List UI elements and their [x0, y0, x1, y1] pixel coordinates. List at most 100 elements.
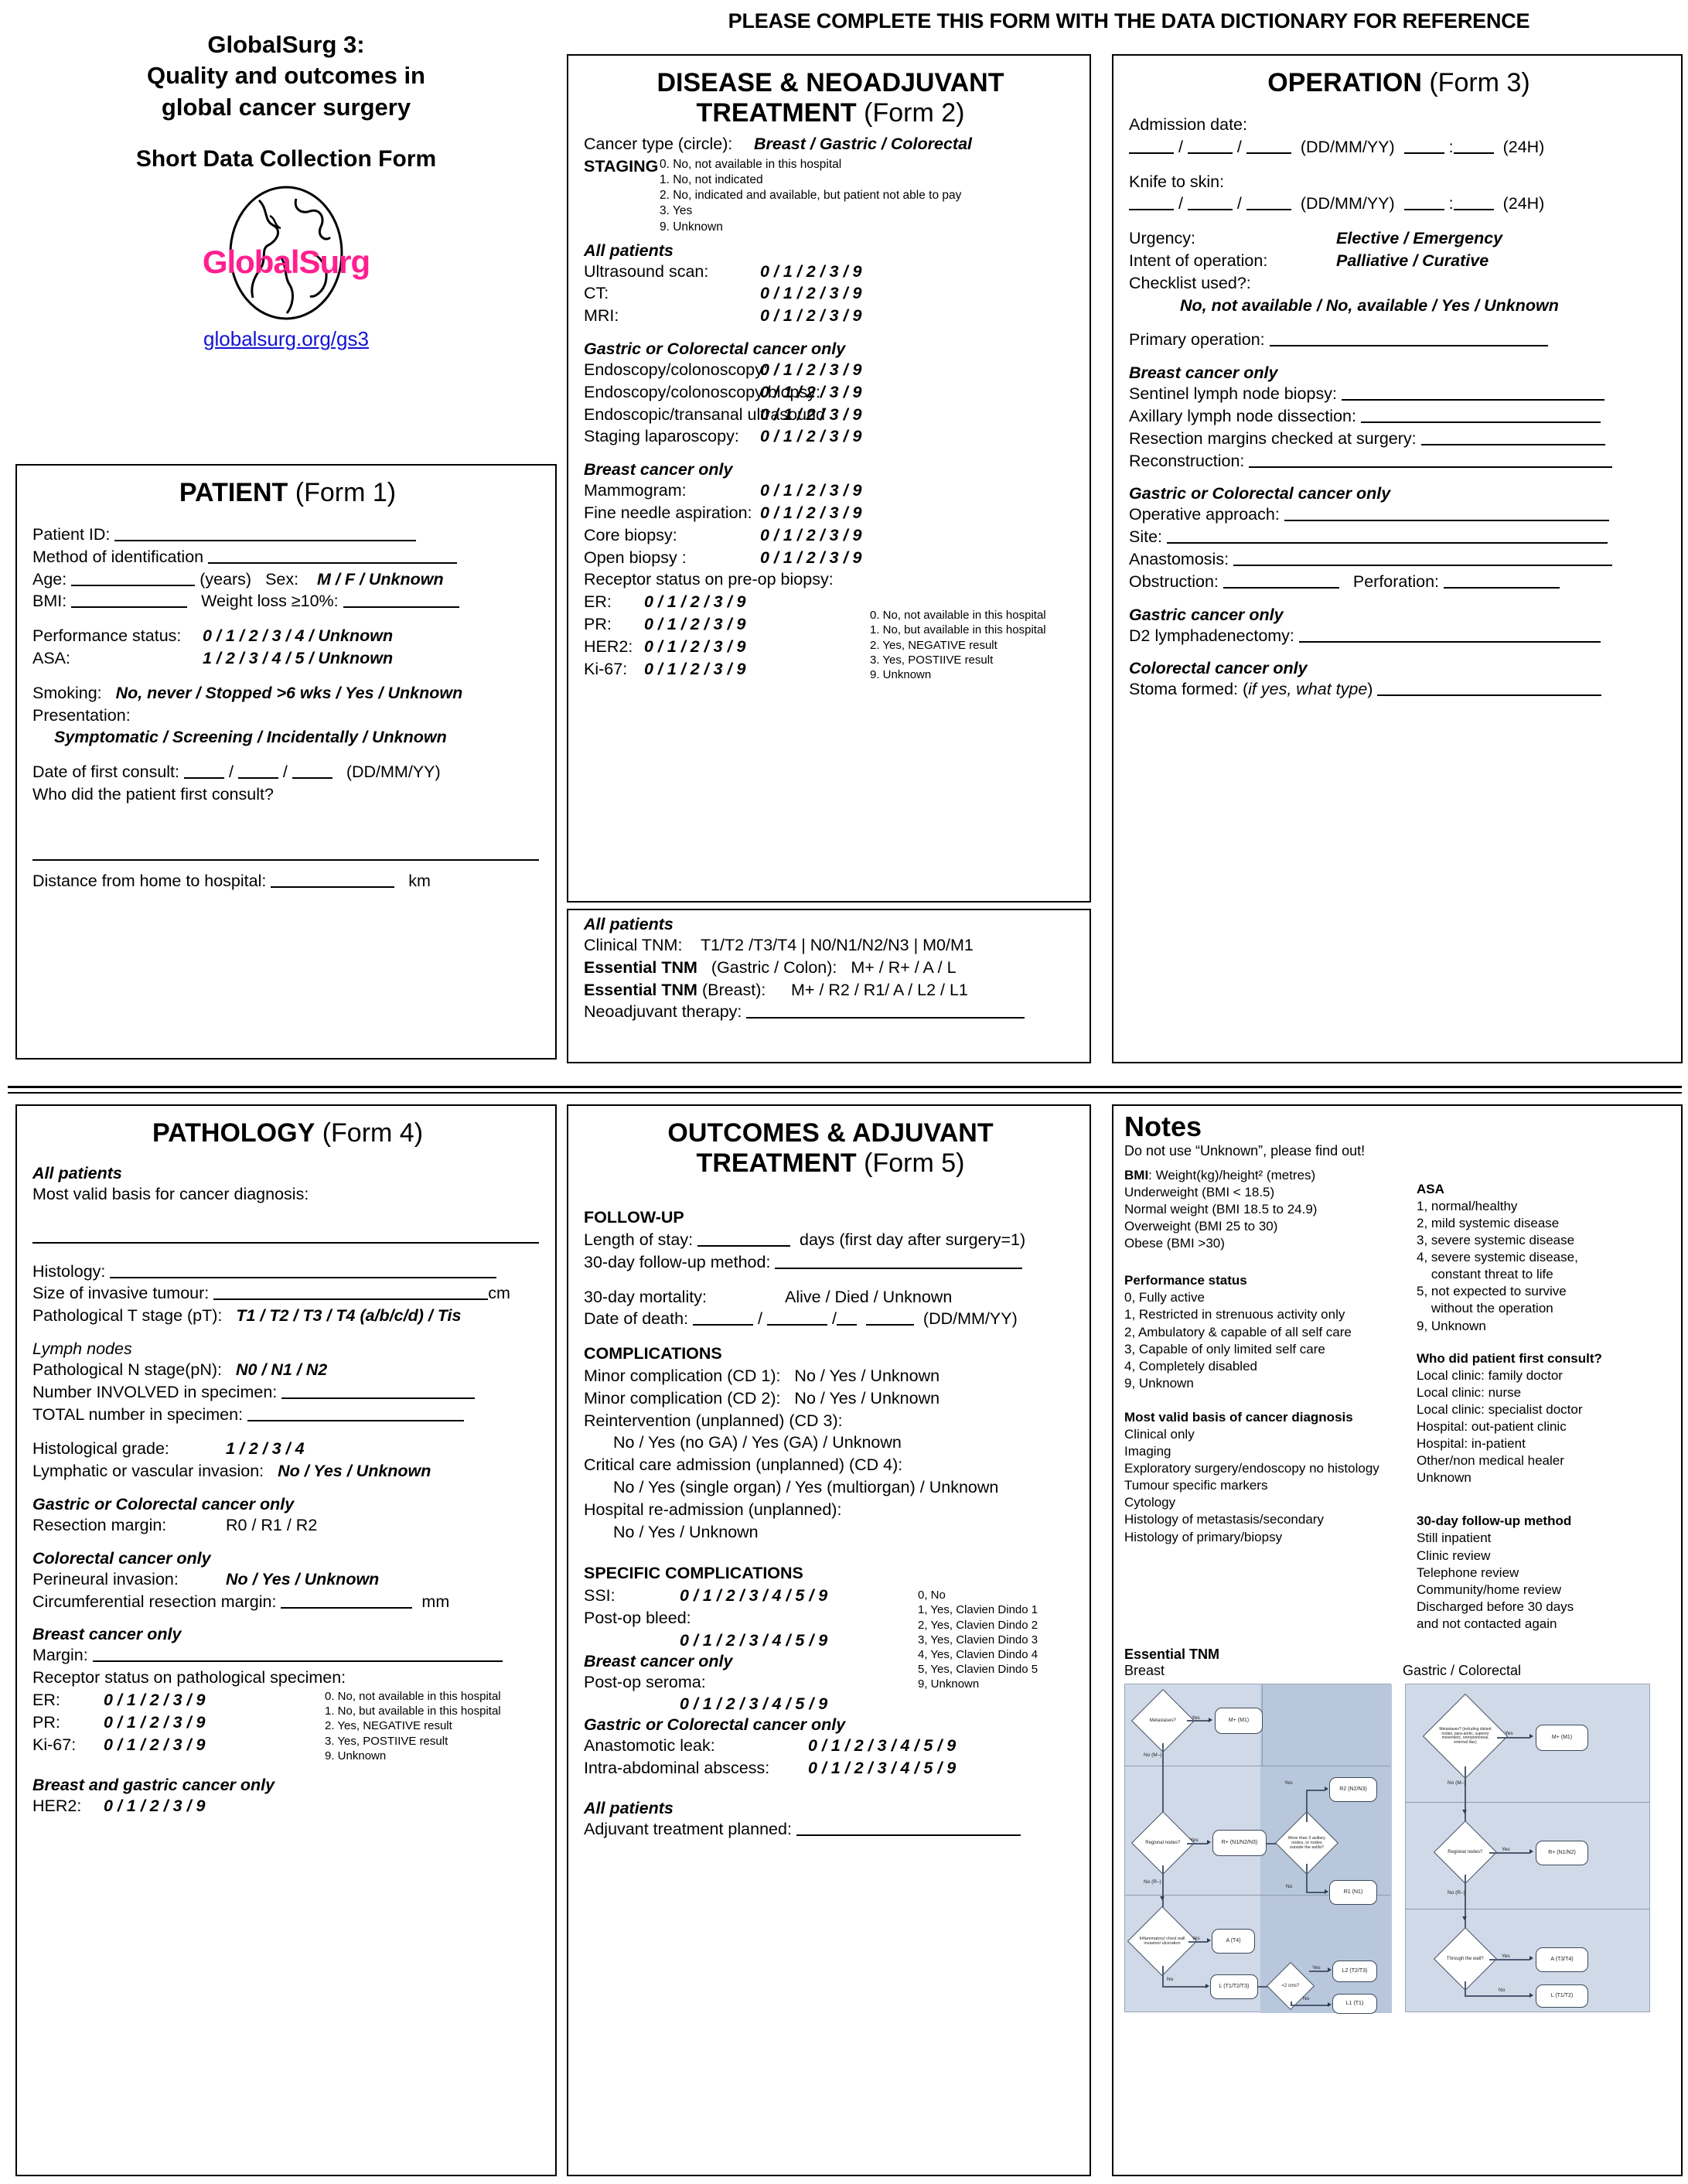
who-consult-input[interactable]	[32, 844, 539, 861]
knife-month-input[interactable]	[1187, 194, 1233, 211]
perineural-options[interactable]: No / Yes / Unknown	[226, 1569, 380, 1589]
sex-options[interactable]: M / F / Unknown	[317, 569, 444, 589]
adjuvant-input[interactable]	[796, 1819, 1021, 1836]
distance-input[interactable]	[271, 871, 395, 888]
knife-year-input[interactable]	[1246, 194, 1291, 211]
cd1-options[interactable]: No / Yes / Unknown	[794, 1366, 940, 1385]
presentation-options[interactable]: Symptomatic / Screening / Incidentally /…	[54, 728, 447, 747]
essential-tnm-breast-options[interactable]: M+ / R2 / R1/ A / L2 / L1	[791, 980, 968, 999]
nodes-involved-input[interactable]	[281, 1382, 476, 1399]
clinical-tnm-options[interactable]: T1/T2 /T3/T4 | N0/N1/N2/N3 | M0/M1	[700, 936, 974, 954]
performance-status-options[interactable]: 0 / 1 / 2 / 3 / 4 / Unknown	[203, 626, 394, 646]
age-input[interactable]	[71, 569, 196, 586]
cd3-options[interactable]: No / Yes (no GA) / Yes (GA) / Unknown	[613, 1433, 902, 1452]
perforation-input[interactable]	[1444, 572, 1560, 589]
admission-hour-input[interactable]	[1403, 137, 1444, 154]
sentinel-node-input[interactable]	[1341, 384, 1604, 401]
crm-input[interactable]	[281, 1592, 413, 1609]
urgency-options[interactable]: Elective / Emergency	[1336, 229, 1503, 248]
seroma-options[interactable]: 0 / 1 / 2 / 3 / 4 / 5 / 9	[680, 1694, 828, 1714]
site-input[interactable]	[1167, 527, 1608, 544]
consult-day-input[interactable]	[183, 763, 224, 780]
axillary-dissection-input[interactable]	[1360, 406, 1601, 423]
essential-tnm-gc-options[interactable]: M+ / R+ / A / L	[851, 957, 957, 977]
form4-receptor-key-4: 9. Unknown	[325, 1749, 387, 1763]
death-year-input-b[interactable]	[865, 1309, 914, 1326]
admission-day-input[interactable]	[1129, 137, 1174, 154]
form2-er-options[interactable]: 0 / 1 / 2 / 3 / 9	[644, 592, 746, 612]
admission-year-input[interactable]	[1246, 137, 1291, 154]
cd2-options[interactable]: No / Yes / Unknown	[794, 1388, 940, 1408]
form2-her2-options[interactable]: 0 / 1 / 2 / 3 / 9	[644, 636, 746, 656]
death-year-input-a[interactable]	[836, 1309, 857, 1326]
staging-laparoscopy-options[interactable]: 0 / 1 / 2 / 3 / 9	[760, 427, 862, 446]
patient-id-input[interactable]	[114, 525, 417, 541]
ssi-options[interactable]: 0 / 1 / 2 / 3 / 4 / 5 / 9	[680, 1586, 828, 1606]
pt-stage-options[interactable]: T1 / T2 / T3 / T4 (a/b/c/d) / Tis	[236, 1306, 462, 1326]
lvi-options[interactable]: No / Yes / Unknown	[278, 1462, 431, 1481]
nodes-total-input[interactable]	[247, 1404, 465, 1421]
neoadjuvant-input[interactable]	[746, 1002, 1025, 1019]
readmission-options[interactable]: No / Yes / Unknown	[613, 1522, 759, 1541]
d2-lymphadenectomy-input[interactable]	[1298, 626, 1601, 643]
method-id-input[interactable]	[208, 547, 458, 564]
histology-input[interactable]	[110, 1261, 497, 1278]
cd4-options[interactable]: No / Yes (single organ) / Yes (multiorga…	[613, 1477, 999, 1496]
fna-options[interactable]: 0 / 1 / 2 / 3 / 9	[760, 503, 862, 523]
weight-loss-input[interactable]	[343, 592, 459, 609]
mammogram-options[interactable]: 0 / 1 / 2 / 3 / 9	[760, 481, 862, 500]
form2-ki67-options[interactable]: 0 / 1 / 2 / 3 / 9	[644, 659, 746, 678]
endoscopy-options[interactable]: 0 / 1 / 2 / 3 / 9	[760, 360, 862, 380]
postop-bleed-options[interactable]: 0 / 1 / 2 / 3 / 4 / 5 / 9	[680, 1630, 828, 1650]
histological-grade-options[interactable]: 1 / 2 / 3 / 4	[226, 1439, 305, 1459]
crm-units: mm	[421, 1592, 450, 1611]
most-valid-basis-input[interactable]	[32, 1227, 539, 1244]
mri-options[interactable]: 0 / 1 / 2 / 3 / 9	[760, 306, 862, 326]
flowchart-gastric-colorectal: Metastases? (including distant nodes, pa…	[1405, 1684, 1650, 2013]
tumour-size-input[interactable]	[213, 1284, 489, 1301]
staging-key: 0. No, not available in this hospital 1.…	[660, 157, 961, 235]
knife-minute-input[interactable]	[1453, 194, 1494, 211]
resection-margins-input[interactable]	[1420, 428, 1605, 445]
transanal-ultrasound-options[interactable]: 0 / 1 / 2 / 3 / 9	[760, 404, 862, 424]
bmi-input[interactable]	[71, 592, 188, 609]
form2-pr-options[interactable]: 0 / 1 / 2 / 3 / 9	[644, 615, 746, 634]
reconstruction-input[interactable]	[1249, 451, 1613, 468]
admission-month-input[interactable]	[1187, 137, 1233, 154]
ct-options[interactable]: 0 / 1 / 2 / 3 / 9	[760, 284, 862, 303]
knife-day-input[interactable]	[1129, 194, 1174, 211]
abscess-options[interactable]: 0 / 1 / 2 / 3 / 4 / 5 / 9	[808, 1758, 957, 1777]
death-day-input[interactable]	[693, 1309, 754, 1326]
stoma-input[interactable]	[1377, 680, 1602, 697]
consult-year-input[interactable]	[292, 763, 332, 780]
anastomosis-input[interactable]	[1233, 549, 1613, 566]
followup-method-input[interactable]	[775, 1252, 1023, 1269]
globalsurg-url-link[interactable]: globalsurg.org/gs3	[203, 326, 369, 350]
smoking-options[interactable]: No, never / Stopped >6 wks / Yes / Unkno…	[115, 683, 463, 702]
mortality-options[interactable]: Alive / Died / Unknown	[785, 1287, 953, 1306]
margin-input[interactable]	[92, 1646, 503, 1663]
intent-options[interactable]: Palliative / Curative	[1336, 251, 1489, 270]
form4-her2-options[interactable]: 0 / 1 / 2 / 3 / 9	[104, 1796, 206, 1815]
resection-margin-options[interactable]: R0 / R1 / R2	[226, 1515, 318, 1534]
form4-ki67-options[interactable]: 0 / 1 / 2 / 3 / 9	[104, 1735, 206, 1754]
primary-operation-input[interactable]	[1269, 330, 1548, 347]
obstruction-input[interactable]	[1223, 572, 1339, 589]
form4-pr-options[interactable]: 0 / 1 / 2 / 3 / 9	[104, 1712, 206, 1732]
consult-month-input[interactable]	[237, 763, 278, 780]
anastomotic-leak-options[interactable]: 0 / 1 / 2 / 3 / 4 / 5 / 9	[808, 1736, 957, 1756]
checklist-options[interactable]: No, not available / No, available / Yes …	[1180, 295, 1559, 315]
form4-er-options[interactable]: 0 / 1 / 2 / 3 / 9	[104, 1690, 206, 1709]
asa-options[interactable]: 1 / 2 / 3 / 4 / 5 / Unknown	[203, 648, 394, 667]
open-biopsy-options[interactable]: 0 / 1 / 2 / 3 / 9	[760, 548, 862, 567]
cancer-type-options[interactable]: Breast / Gastric / Colorectal	[754, 135, 972, 154]
death-month-input[interactable]	[767, 1309, 827, 1326]
ultrasound-options[interactable]: 0 / 1 / 2 / 3 / 9	[760, 261, 862, 281]
admission-minute-input[interactable]	[1453, 137, 1494, 154]
endoscopy-biopsy-options[interactable]: 0 / 1 / 2 / 3 / 9	[760, 382, 862, 401]
pn-stage-options[interactable]: N0 / N1 / N2	[235, 1360, 328, 1379]
knife-hour-input[interactable]	[1403, 194, 1444, 211]
core-biopsy-options[interactable]: 0 / 1 / 2 / 3 / 9	[760, 525, 862, 544]
length-of-stay-input[interactable]	[697, 1230, 791, 1247]
operative-approach-input[interactable]	[1284, 505, 1609, 522]
